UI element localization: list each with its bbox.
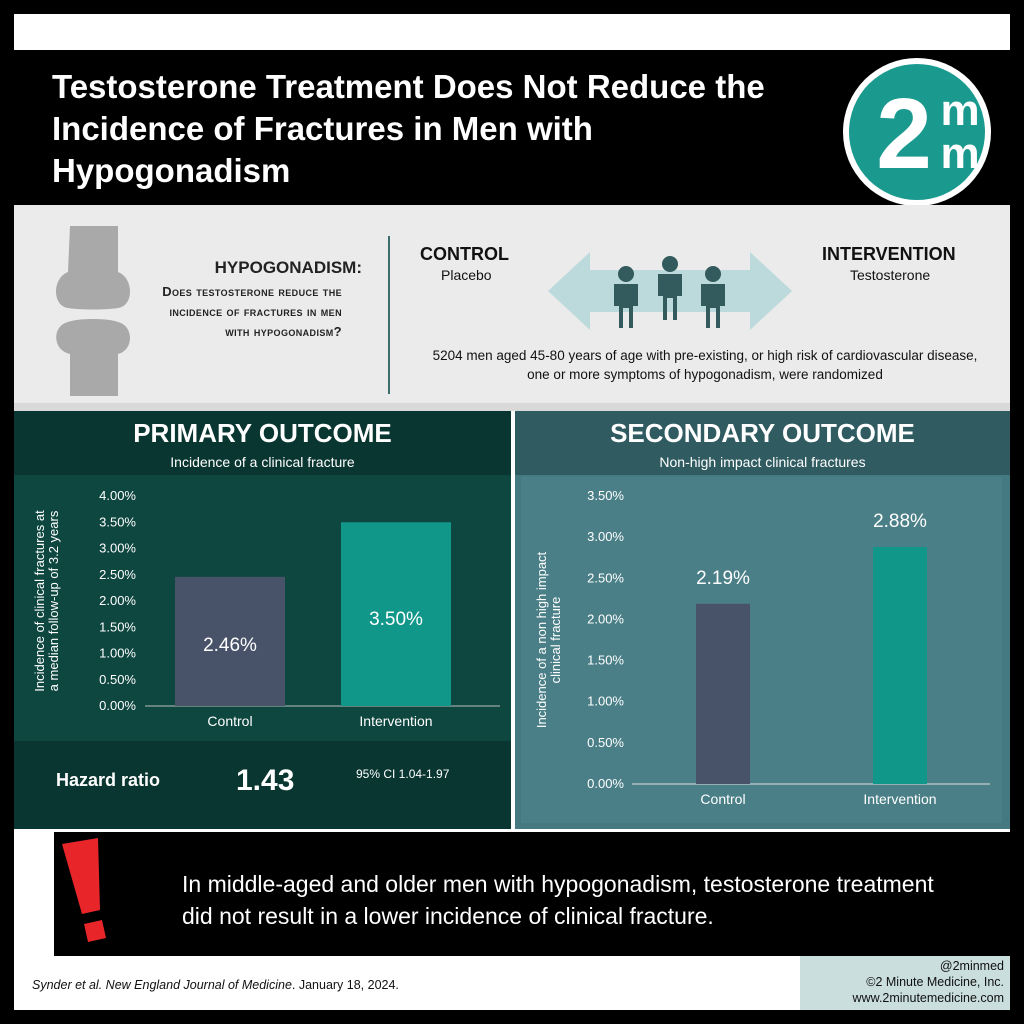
- citation: Synder et al. New England Journal of Med…: [32, 978, 399, 992]
- logo-numeral: 2: [876, 78, 932, 190]
- primary-outcome-header: [14, 411, 511, 475]
- people-icon: [614, 256, 725, 328]
- bone-joint-icon: [56, 226, 130, 396]
- credit-url: www.2minutemedicine.com: [852, 991, 1004, 1005]
- x-tick-label: Intervention: [359, 713, 432, 729]
- citation-journal: New England Journal of Medicine: [105, 978, 292, 992]
- y-tick-label: 2.00%: [587, 611, 624, 626]
- intervention-label: INTERVENTION: [822, 244, 956, 264]
- logo-letter-top: m: [940, 86, 979, 135]
- hazard-ratio-label: Hazard ratio: [56, 770, 161, 790]
- y-tick-label: 1.50%: [587, 653, 624, 668]
- double-arrow-icon: [548, 252, 792, 330]
- x-tick-label: Control: [207, 713, 252, 729]
- question-text: Does testosterone reduce the incidence o…: [162, 284, 342, 339]
- x-tick-label: Intervention: [863, 791, 936, 807]
- data-label: 2.46%: [203, 635, 257, 656]
- y-tick-label: 4.00%: [99, 488, 136, 503]
- bar: [873, 547, 927, 784]
- confidence-interval: 95% CI 1.04-1.97: [356, 767, 450, 781]
- data-label: 3.50%: [369, 609, 423, 630]
- y-tick-label: 3.50%: [587, 488, 624, 503]
- exclamation-icon: [62, 838, 106, 942]
- logo-letter-bottom: m: [940, 129, 979, 178]
- credit-company: ©2 Minute Medicine, Inc.: [866, 975, 1004, 989]
- y-tick-label: 2.50%: [99, 567, 136, 582]
- population-description: 5204 men aged 45-80 years of age with pr…: [432, 348, 978, 382]
- primary-outcome-subtitle: Incidence of a clinical fracture: [170, 454, 355, 470]
- data-label: 2.19%: [696, 568, 750, 589]
- x-tick-label: Control: [700, 791, 745, 807]
- credit-handle: @2minmed: [939, 959, 1004, 973]
- y-tick-label: 2.00%: [99, 593, 136, 608]
- conclusion-band: [54, 832, 1010, 956]
- control-label: CONTROL: [420, 244, 509, 264]
- y-axis-title: Incidence of a non high impactclinical f…: [534, 551, 563, 728]
- y-tick-label: 0.00%: [99, 698, 136, 713]
- page-title: Testosterone Treatment Does Not Reduce t…: [52, 68, 765, 189]
- conclusion-text: In middle-aged and older men with hypogo…: [182, 871, 934, 929]
- credit-box: [800, 956, 1010, 1010]
- y-tick-label: 3.50%: [99, 514, 136, 529]
- y-tick-label: 1.50%: [99, 619, 136, 634]
- control-sublabel: Placebo: [441, 267, 492, 283]
- study-design-shadow: [14, 403, 1010, 411]
- citation-date: . January 18, 2024.: [291, 978, 399, 992]
- y-tick-label: 0.50%: [99, 672, 136, 687]
- hazard-ratio-band: [14, 741, 511, 829]
- y-tick-label: 3.00%: [99, 541, 136, 556]
- bar: [341, 522, 451, 706]
- y-tick-label: 1.00%: [99, 646, 136, 661]
- bar: [175, 576, 285, 706]
- secondary-outcome-title: SECONDARY OUTCOME: [610, 418, 915, 448]
- y-tick-label: 0.50%: [587, 735, 624, 750]
- secondary-outcome-header: [515, 411, 1010, 475]
- vertical-divider: [388, 236, 390, 394]
- secondary-outcome-subtitle: Non-high impact clinical fractures: [659, 454, 866, 470]
- primary-outcome-title: PRIMARY OUTCOME: [133, 418, 392, 448]
- y-tick-label: 0.00%: [587, 776, 624, 791]
- hazard-ratio-value: 1.43: [236, 764, 295, 797]
- y-axis-title: Incidence of clinical fractures ata medi…: [32, 510, 61, 692]
- y-tick-label: 2.50%: [587, 570, 624, 585]
- brand-logo: 2 m m: [843, 58, 991, 206]
- intervention-sublabel: Testosterone: [850, 267, 931, 283]
- citation-authors: Synder et al.: [32, 978, 103, 992]
- y-tick-label: 1.00%: [587, 694, 624, 709]
- data-label: 2.88%: [873, 511, 927, 532]
- bar: [696, 603, 750, 784]
- panel-gap: [511, 411, 515, 829]
- study-design-band: [14, 205, 1010, 411]
- question-heading: HYPOGONADISM:: [214, 258, 362, 277]
- y-tick-label: 3.00%: [587, 529, 624, 544]
- credit: @2minmed ©2 Minute Medicine, Inc. www.2m…: [800, 958, 1004, 1006]
